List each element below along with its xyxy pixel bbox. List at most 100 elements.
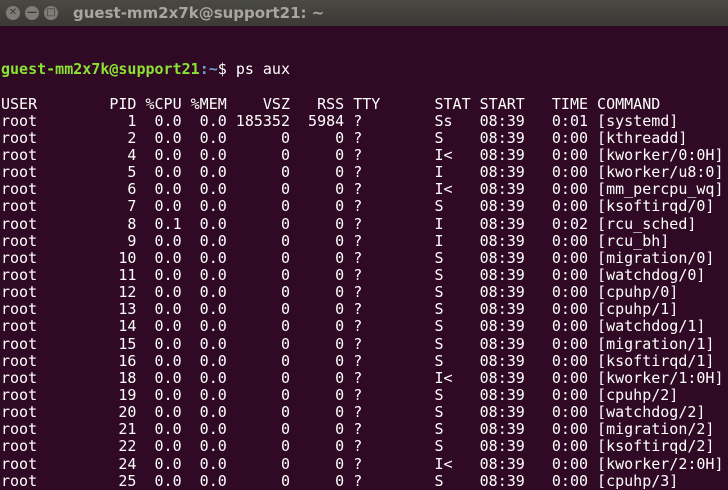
cell: S [425, 420, 471, 439]
cell: 0.0 [181, 111, 227, 130]
cell: ? [344, 231, 426, 250]
cell: root [1, 317, 83, 336]
cell: S [425, 300, 471, 319]
cell: 0.0 [181, 454, 227, 473]
cell: ? [344, 334, 426, 353]
minimize-button[interactable]: — [25, 6, 39, 20]
prompt-symbol: $ [217, 60, 236, 79]
cell: 10 [82, 248, 137, 267]
cell: I< [425, 180, 471, 199]
cell: 0.0 [136, 146, 182, 165]
cell: I [425, 163, 471, 182]
table-row: root 24 0.0 0.0 0 0 ? I< 08:39 0:00 [kwo… [1, 454, 728, 473]
cell: 6 [82, 180, 137, 199]
cell: [watchdog/1] [588, 317, 706, 336]
cell: [cpuhp/0] [588, 283, 679, 302]
cell: 0 [290, 334, 345, 353]
cell: 0 [290, 454, 345, 473]
cell: 0.0 [181, 386, 227, 404]
cell: 0.0 [136, 231, 182, 250]
maximize-icon: □ [46, 7, 56, 18]
cell: root [1, 300, 83, 319]
cell: 0 [226, 300, 290, 319]
cell: ? [344, 266, 426, 285]
cell: 08:39 [470, 351, 525, 370]
cell: 0.0 [181, 317, 227, 336]
cell: ? [344, 317, 426, 336]
cell: 12 [82, 283, 137, 302]
cell: 9 [82, 231, 137, 250]
cell: 0.0 [136, 368, 182, 387]
table-row: root 6 0.0 0.0 0 0 ? I< 08:39 0:00 [mm_p… [1, 181, 728, 198]
cell: 0 [226, 471, 290, 490]
cell: ? [344, 420, 426, 439]
cell: S [425, 283, 471, 302]
cell: 0.0 [181, 214, 227, 233]
cell: 0:00 [524, 248, 589, 267]
cell: S [425, 248, 471, 267]
cell: root [1, 386, 83, 404]
cell: 0 [290, 180, 345, 199]
cell: 0.0 [136, 180, 182, 199]
cell: root [1, 351, 83, 370]
close-button[interactable]: ✕ [6, 6, 20, 20]
cell: 08:39 [470, 180, 525, 199]
cell: 0.1 [136, 214, 182, 233]
cell: [mm_percpu_wq] [588, 180, 724, 199]
cell: ? [344, 111, 426, 130]
cell: S [425, 334, 471, 353]
maximize-button[interactable]: □ [44, 6, 58, 20]
cell: S [425, 386, 471, 404]
cell: root [1, 197, 83, 216]
cell: [watchdog/2] [588, 403, 706, 422]
cell: 0 [226, 146, 290, 165]
cell: [migration/0] [588, 248, 715, 267]
cell: 0:00 [524, 300, 589, 319]
cell: 0:00 [524, 386, 589, 404]
cell: 0 [226, 334, 290, 353]
table-row: root 5 0.0 0.0 0 0 ? I 08:39 0:00 [kwork… [1, 164, 728, 181]
cell: root [1, 437, 83, 456]
cell: 0 [226, 180, 290, 199]
terminal-output[interactable]: guest-mm2x7k@support21:~$ ps aux USER PI… [0, 27, 728, 490]
cell: S [425, 128, 471, 147]
column-header: %CPU [136, 94, 182, 113]
cell: 22 [82, 437, 137, 456]
cell: S [425, 403, 471, 422]
column-header: %MEM [181, 94, 227, 113]
cell: 0:00 [524, 231, 589, 250]
cell: 08:39 [470, 334, 525, 353]
cell: [rcu_sched] [588, 214, 697, 233]
cell: root [1, 403, 83, 422]
cell: 0 [290, 368, 345, 387]
cell: 0.0 [136, 163, 182, 182]
column-header: PID [82, 94, 137, 113]
cell: 0 [290, 351, 345, 370]
cell: 0:00 [524, 146, 589, 165]
cell: [kworker/u8:0] [588, 163, 724, 182]
cell: S [425, 471, 471, 490]
cell: 13 [82, 300, 137, 319]
cell: 0 [226, 163, 290, 182]
cell: 08:39 [470, 454, 525, 473]
cell: 08:39 [470, 403, 525, 422]
table-row: root 4 0.0 0.0 0 0 ? I< 08:39 0:00 [kwor… [1, 146, 728, 165]
cell: 14 [82, 317, 137, 336]
cell: 0 [290, 420, 345, 439]
cell: root [1, 180, 83, 199]
cell: Ss [425, 111, 471, 130]
cell: 0.0 [136, 454, 182, 473]
cell: [migration/1] [588, 334, 715, 353]
cell: 0:00 [524, 351, 589, 370]
cell: root [1, 454, 83, 473]
cell: ? [344, 386, 426, 404]
cell: 0 [226, 454, 290, 473]
cell: 0.0 [136, 351, 182, 370]
close-icon: ✕ [8, 7, 18, 18]
cell: 08:39 [470, 266, 525, 285]
cell: 08:39 [470, 231, 525, 250]
column-header: STAT [425, 94, 471, 113]
cell: [ksoftirqd/0] [588, 197, 715, 216]
prompt-path: :~ [199, 60, 218, 79]
cell: root [1, 334, 83, 353]
